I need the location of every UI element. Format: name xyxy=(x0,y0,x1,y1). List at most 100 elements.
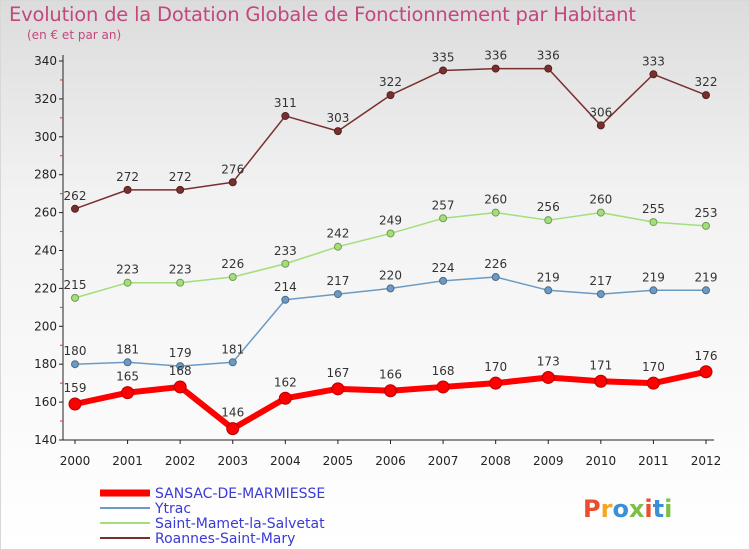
data-point xyxy=(333,127,342,136)
data-point xyxy=(281,111,290,120)
data-label: 257 xyxy=(432,198,455,212)
data-label: 303 xyxy=(326,111,349,125)
data-label: 181 xyxy=(116,342,139,356)
data-label: 168 xyxy=(169,364,192,378)
y-tick-label: 220 xyxy=(34,281,57,295)
data-label: 260 xyxy=(589,193,612,207)
data-label: 226 xyxy=(484,257,507,271)
data-point xyxy=(123,185,132,194)
data-label: 226 xyxy=(221,257,244,271)
legend-label: Ytrac xyxy=(154,501,191,517)
data-label: 167 xyxy=(326,366,349,380)
data-label: 159 xyxy=(64,381,87,395)
data-label: 336 xyxy=(537,49,560,63)
data-point xyxy=(173,380,187,394)
data-point xyxy=(489,376,503,390)
data-label: 173 xyxy=(537,354,560,368)
series-line xyxy=(74,67,707,210)
data-label: 335 xyxy=(432,50,455,64)
x-tick-label: 2011 xyxy=(638,454,669,468)
data-point xyxy=(123,278,132,287)
data-point xyxy=(176,362,185,371)
data-label: 171 xyxy=(589,358,612,372)
data-point xyxy=(176,278,185,287)
data-label: 306 xyxy=(589,105,612,119)
data-point xyxy=(176,185,185,194)
x-tick-label: 2007 xyxy=(428,454,459,468)
data-point xyxy=(594,374,608,388)
data-point xyxy=(544,286,553,295)
proxiti-logo: Proxiti xyxy=(583,495,672,523)
data-label: 219 xyxy=(537,270,560,284)
data-point xyxy=(386,284,395,293)
data-point xyxy=(71,293,79,302)
data-label: 170 xyxy=(642,360,665,374)
data-point xyxy=(228,358,237,367)
data-label: 260 xyxy=(484,193,507,207)
legend-label: SANSAC-DE-MARMIESSE xyxy=(155,486,325,502)
chart-subtitle: (en € et par an) xyxy=(27,28,122,42)
data-label: 322 xyxy=(695,75,718,89)
x-tick-label: 2001 xyxy=(112,454,143,468)
y-tick-label: 140 xyxy=(34,433,57,447)
data-point xyxy=(123,358,132,367)
x-tick-label: 2009 xyxy=(533,454,564,468)
data-label: 217 xyxy=(589,274,612,288)
data-label: 170 xyxy=(484,360,507,374)
x-tick-label: 2002 xyxy=(165,454,196,468)
data-point xyxy=(596,121,605,130)
data-point xyxy=(649,286,658,295)
x-tick-label: 2008 xyxy=(480,454,511,468)
data-point xyxy=(544,216,553,225)
data-point xyxy=(71,360,79,369)
x-tick-label: 2003 xyxy=(217,454,248,468)
data-label: 276 xyxy=(221,162,244,176)
logo-letter: t xyxy=(653,495,664,523)
data-label: 272 xyxy=(169,170,192,184)
data-point xyxy=(699,365,713,379)
data-label: 180 xyxy=(64,344,87,358)
logo-letter: P xyxy=(583,495,601,523)
data-point xyxy=(121,386,135,400)
x-tick-label: 2004 xyxy=(270,454,301,468)
data-point xyxy=(386,229,395,238)
data-label: 215 xyxy=(64,278,87,292)
data-label: 253 xyxy=(695,206,718,220)
data-point xyxy=(491,208,500,217)
data-point xyxy=(68,397,82,411)
x-tick-label: 2000 xyxy=(60,454,91,468)
data-label: 165 xyxy=(116,370,139,384)
y-tick-label: 320 xyxy=(34,92,57,106)
y-tick-label: 300 xyxy=(34,130,57,144)
data-point xyxy=(439,276,448,285)
data-point xyxy=(226,422,240,436)
data-point xyxy=(384,384,397,398)
y-tick-label: 160 xyxy=(34,395,57,409)
data-point xyxy=(333,242,342,251)
data-point xyxy=(436,380,450,394)
x-tick-label: 2010 xyxy=(586,454,617,468)
data-label: 168 xyxy=(432,364,455,378)
data-label: 223 xyxy=(169,263,192,277)
data-point xyxy=(228,178,237,187)
x-tick-label: 2006 xyxy=(375,454,406,468)
logo-letter: x xyxy=(629,495,645,523)
data-point xyxy=(439,66,448,75)
data-point xyxy=(331,382,345,396)
data-point xyxy=(281,259,290,268)
data-label: 256 xyxy=(537,200,560,214)
data-point xyxy=(541,370,555,384)
y-tick-label: 340 xyxy=(34,54,57,68)
data-point xyxy=(702,91,710,100)
data-label: 272 xyxy=(116,170,139,184)
data-label: 217 xyxy=(326,274,349,288)
x-tick-label: 2005 xyxy=(323,454,354,468)
y-tick-label: 240 xyxy=(34,244,57,258)
data-label: 249 xyxy=(379,213,402,227)
data-point xyxy=(71,204,79,213)
data-label: 255 xyxy=(642,202,665,216)
data-point xyxy=(596,290,605,299)
logo-letter: i xyxy=(644,495,652,523)
data-point xyxy=(491,273,500,282)
